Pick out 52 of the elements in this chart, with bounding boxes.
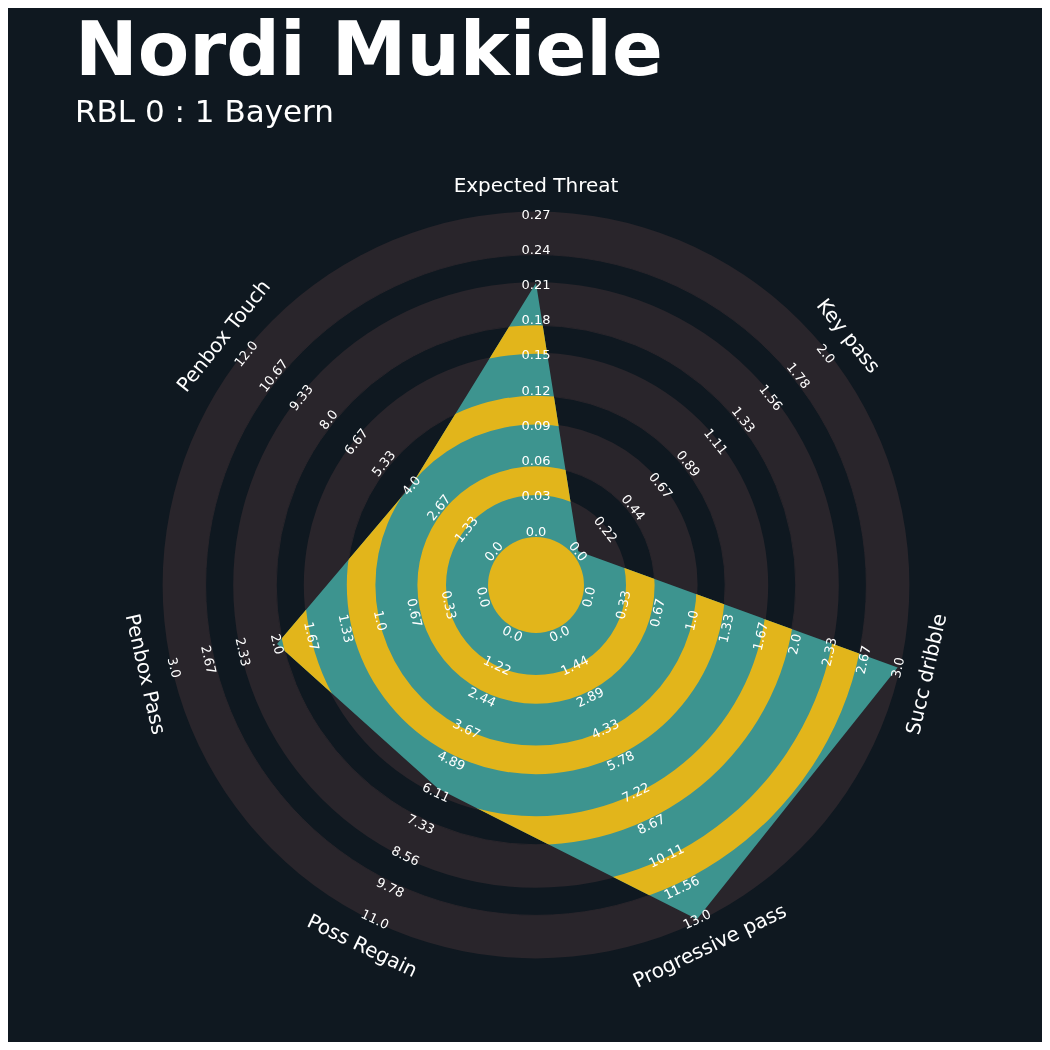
- spoke-label: Expected Threat: [453, 173, 619, 197]
- text: 2.89: [573, 684, 607, 711]
- chart-title: Nordi Mukiele: [75, 5, 663, 93]
- text: 6.11: [419, 779, 453, 806]
- text: 0.21: [521, 276, 551, 292]
- text: 2.67: [198, 643, 220, 676]
- text: 4.33: [588, 715, 622, 742]
- text: 3.0: [888, 655, 908, 680]
- text: 8.67: [634, 811, 668, 838]
- text: 0.33: [612, 589, 634, 621]
- text: 8.56: [389, 842, 422, 869]
- chart-subtitle: RBL 0 : 1 Bayern: [75, 93, 334, 129]
- text: 0.0: [565, 538, 591, 565]
- text: 0.0: [546, 622, 572, 645]
- text: 2.44: [465, 684, 499, 711]
- text: 3.0: [164, 655, 184, 680]
- text: 9.78: [374, 874, 407, 901]
- text: 1.22: [480, 652, 514, 679]
- text: 0.67: [404, 596, 426, 629]
- text: 2.0: [267, 632, 287, 656]
- text: 1.0: [370, 608, 390, 633]
- text: 0.0: [579, 585, 599, 609]
- text: 2.33: [232, 636, 254, 668]
- text: 1.33: [715, 612, 737, 645]
- text: 5.78: [604, 747, 637, 774]
- text: 1.0: [682, 608, 702, 633]
- text: 0.24: [521, 241, 551, 257]
- text: 3.67: [450, 715, 484, 742]
- text: 1.67: [301, 620, 323, 652]
- text: 0.0: [473, 585, 493, 609]
- text: 0.12: [521, 382, 551, 398]
- text: 0.0: [481, 538, 507, 565]
- text: 0.0: [500, 622, 526, 645]
- text: 1.67: [749, 620, 771, 652]
- text: 2.33: [818, 636, 840, 668]
- text: 1.44: [558, 652, 592, 679]
- text: 2.0: [813, 340, 839, 367]
- text: 2.67: [852, 643, 874, 676]
- text: 0.33: [438, 589, 460, 621]
- text: 8.0: [316, 406, 341, 433]
- text: 4.0: [398, 472, 424, 499]
- text: 13.0: [680, 906, 714, 933]
- text: 2.0: [785, 632, 805, 656]
- text: 11.0: [358, 906, 392, 933]
- text: 4.89: [435, 747, 468, 774]
- text: 0.0: [525, 523, 547, 539]
- text: 0.67: [646, 596, 668, 629]
- text: 7.33: [404, 811, 438, 838]
- text: 1.33: [335, 612, 357, 645]
- text: 0.27: [521, 206, 551, 222]
- text: 7.22: [619, 779, 653, 806]
- text: 0.06: [521, 453, 551, 469]
